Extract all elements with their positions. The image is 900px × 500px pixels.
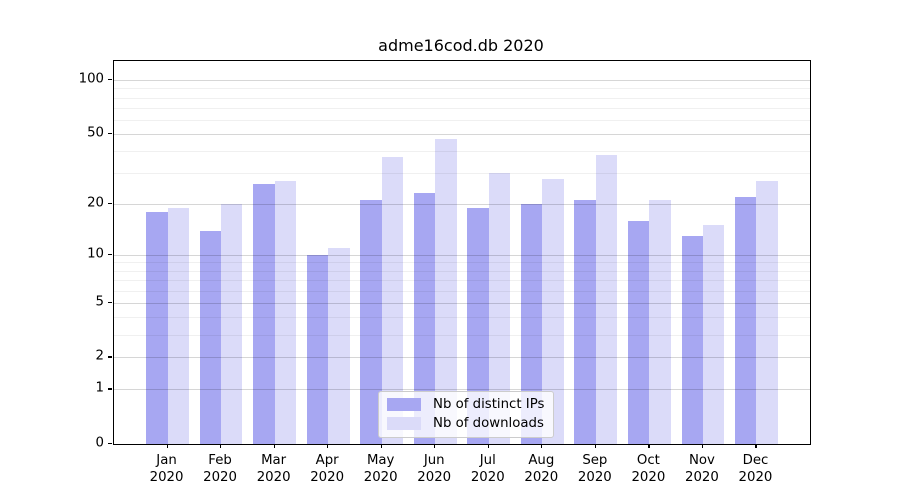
y-tick-label: 5 [95,294,104,310]
bar-distinct-ips [574,200,596,444]
bar-downloads [595,155,618,444]
gridline-minor [114,119,810,121]
y-tick-mark [108,301,112,303]
x-tick-label: May 2020 [363,453,398,485]
gridline-minor [114,290,810,292]
x-tick-mark [273,444,275,448]
gridline-minor [114,88,810,90]
plot-area [113,60,811,445]
x-tick-mark [487,444,489,448]
gridline-major [114,302,810,304]
y-tick-mark [108,133,112,135]
bar-distinct-ips [360,200,382,444]
bar-distinct-ips [467,207,489,444]
gridline-major [114,357,810,359]
x-tick-label: Dec 2020 [738,453,773,485]
y-tick-label: 1 [95,380,104,396]
x-tick-label: Jul 2020 [470,453,505,485]
bar-distinct-ips [735,196,757,444]
bar-downloads [221,203,243,444]
x-tick-mark [166,444,168,448]
legend-entry-downloads: Nb of downloads [387,416,544,431]
bar-downloads [435,138,457,444]
legend-swatch-distinct-ips [387,398,421,411]
bar-distinct-ips [306,254,329,444]
bar-distinct-ips [146,211,168,444]
gridline-minor [114,97,810,99]
y-tick-mark [108,79,112,81]
bar-downloads [649,200,671,444]
bar-downloads [274,181,297,444]
x-tick-mark [701,444,704,448]
chart-title: adme16cod.db 2020 [378,36,544,55]
y-tick-mark [108,253,112,256]
bar-downloads [488,173,511,444]
gridline-major [114,80,810,82]
y-tick-mark [108,356,112,358]
x-tick-mark [648,444,650,448]
bar-distinct-ips [681,235,703,444]
bar-distinct-ips [199,230,222,444]
legend-label-distinct-ips: Nb of distinct IPs [433,397,545,412]
bar-downloads [167,207,189,444]
y-tick-mark [108,202,112,205]
bar-distinct-ips [253,184,275,444]
bar-downloads [702,225,725,444]
x-tick-mark [594,444,597,448]
bar-distinct-ips [413,193,436,444]
legend: Nb of distinct IPs Nb of downloads [378,391,555,438]
y-tick-mark [108,443,112,445]
x-tick-label: Aug 2020 [524,453,559,485]
x-tick-label: Nov 2020 [685,453,719,485]
y-tick-mark [108,388,112,390]
gridline-minor [114,151,810,153]
x-tick-label: Apr 2020 [310,453,345,485]
bar-distinct-ips [520,203,543,444]
y-tick-label: 10 [87,246,104,262]
x-tick-label: Jun 2020 [417,453,452,485]
x-tick-mark [755,444,757,448]
x-tick-label: Oct 2020 [631,453,666,485]
legend-swatch-downloads [387,417,421,430]
x-tick-label: Jan 2020 [149,453,184,485]
gridline-major [114,389,810,391]
x-tick-mark [327,444,329,448]
x-tick-mark [434,444,436,448]
legend-label-downloads: Nb of downloads [433,416,544,431]
x-tick-label: Mar 2020 [256,453,291,485]
y-tick-label: 0 [95,435,104,451]
bar-distinct-ips [627,220,650,444]
x-tick-mark [380,444,382,448]
gridline-minor [114,317,810,319]
bar-downloads [542,178,564,444]
gridline-minor [114,107,810,109]
y-tick-label: 20 [87,195,104,211]
legend-entry-distinct-ips: Nb of distinct IPs [387,397,544,412]
gridline-minor [114,270,810,272]
gridline-minor [114,280,810,282]
gridline-major [114,203,810,205]
gridline-major [114,254,810,256]
x-tick-mark [541,444,543,448]
x-tick-label: Feb 2020 [203,453,237,485]
y-tick-label: 50 [87,125,104,141]
gridline-major [114,134,810,136]
x-tick-mark [220,444,222,448]
y-tick-label: 100 [78,71,104,87]
gridline-minor [114,173,810,175]
gridline-minor [114,262,810,264]
x-tick-label: Sep 2020 [577,453,612,485]
bar-downloads [381,157,404,444]
bar-downloads [328,248,350,444]
gridline-minor [114,334,810,336]
y-tick-label: 2 [95,348,104,364]
bar-downloads [756,181,778,444]
